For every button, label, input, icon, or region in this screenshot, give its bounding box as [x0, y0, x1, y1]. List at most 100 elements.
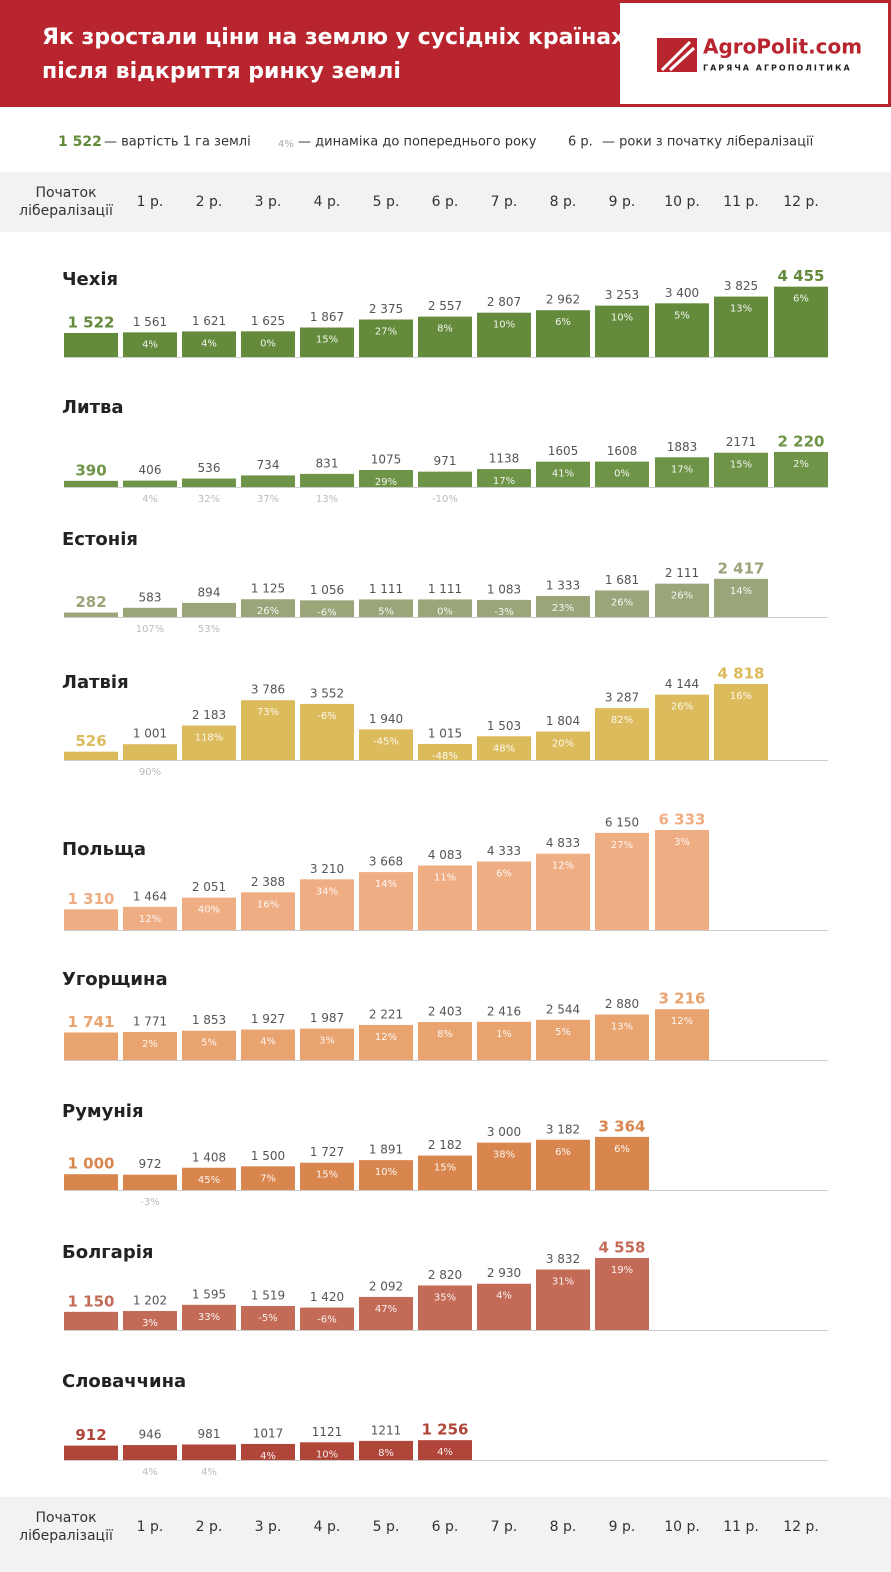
bar [655, 583, 709, 617]
change-label: 13% [730, 304, 752, 315]
change-label: 33% [198, 1312, 220, 1323]
change-label: 8% [437, 324, 453, 335]
value-label: 1 150 [68, 1292, 115, 1310]
bar [774, 451, 828, 487]
bar [182, 602, 236, 617]
value-label: 1 056 [310, 583, 344, 597]
change-label: -3% [140, 1197, 159, 1208]
bar [300, 327, 354, 357]
column-header: 12 р. [783, 1519, 819, 1535]
value-label: 2 416 [487, 1004, 521, 1018]
change-label: 6% [555, 317, 571, 328]
change-label: 7% [260, 1173, 276, 1184]
bar [182, 1030, 236, 1060]
bar [123, 1311, 177, 1330]
column-header: 2 р. [196, 1519, 223, 1535]
bar [595, 461, 649, 487]
bar [595, 1258, 649, 1330]
bar [359, 729, 413, 760]
bar [64, 1174, 118, 1190]
change-label: 6% [614, 1144, 630, 1155]
bar [477, 1142, 531, 1190]
change-label: 45% [198, 1175, 220, 1186]
bar [418, 865, 472, 930]
value-label: 1 595 [192, 1287, 226, 1301]
bar [655, 303, 709, 357]
value-label: 3 210 [310, 862, 344, 876]
change-label: 53% [198, 624, 220, 635]
change-label: 40% [198, 905, 220, 916]
legend-text: — роки з початку лібералізації [602, 135, 814, 150]
change-label: -45% [373, 736, 399, 747]
bar [595, 832, 649, 930]
chart-title: Латвія [62, 672, 129, 693]
bar [64, 1032, 118, 1060]
bar [359, 1160, 413, 1190]
value-label: 390 [75, 461, 106, 479]
change-label: 47% [375, 1304, 397, 1315]
value-label: 971 [434, 454, 457, 468]
bar [64, 1445, 118, 1460]
value-label: 734 [257, 458, 280, 472]
value-label: 1 625 [251, 314, 285, 328]
value-label: 1138 [489, 452, 520, 466]
change-label: 0% [614, 469, 630, 480]
bar [418, 316, 472, 357]
value-label: 3 552 [310, 686, 344, 700]
bar [359, 1296, 413, 1330]
value-label: 1 804 [546, 714, 580, 728]
column-header: 8 р. [550, 194, 577, 210]
value-label: 4 833 [546, 836, 580, 850]
column-header: 4 р. [314, 1519, 341, 1535]
value-label: 3 287 [605, 691, 639, 705]
column-header: 1 р. [137, 1519, 164, 1535]
change-label: 16% [257, 899, 279, 910]
value-label: 2 220 [778, 432, 825, 450]
bar [182, 1167, 236, 1190]
bar [241, 1306, 295, 1330]
value-label: 894 [198, 585, 221, 599]
change-label: -10% [432, 494, 458, 505]
change-label: 13% [611, 1022, 633, 1033]
column-header: 2 р. [196, 194, 223, 210]
bar [418, 743, 472, 760]
change-label: 82% [611, 715, 633, 726]
value-label: 3 832 [546, 1252, 580, 1266]
column-header: 7 р. [491, 1519, 518, 1535]
value-label: 2 375 [369, 302, 403, 316]
value-label: 1 867 [310, 310, 344, 324]
bar [359, 1440, 413, 1460]
bar [359, 599, 413, 617]
change-label: -6% [317, 1315, 336, 1326]
value-label: 1 111 [428, 582, 462, 596]
value-label: 1 741 [68, 1013, 115, 1031]
change-label: 17% [671, 464, 693, 475]
value-label: 1605 [548, 444, 579, 458]
value-label: 2 111 [665, 566, 699, 580]
bar [241, 700, 295, 760]
change-label: 29% [375, 477, 397, 488]
value-label: 1 083 [487, 582, 521, 596]
bar [182, 1304, 236, 1330]
value-label: 1 310 [68, 890, 115, 908]
value-label: 1 111 [369, 582, 403, 596]
value-label: 1 771 [133, 1015, 167, 1029]
bar [359, 872, 413, 930]
value-label: 3 668 [369, 855, 403, 869]
bar [714, 452, 768, 487]
bar [359, 319, 413, 357]
bar [300, 1162, 354, 1190]
bar [536, 310, 590, 357]
change-label: 8% [378, 1448, 394, 1459]
change-label: 2% [142, 1039, 158, 1050]
value-label: 1075 [371, 453, 402, 467]
change-label: 38% [493, 1150, 515, 1161]
value-label: 1 420 [310, 1290, 344, 1304]
bar [64, 612, 118, 617]
legend-sample: 1 522 [58, 134, 102, 150]
chart-title: Угорщина [62, 969, 168, 990]
change-label: 4% [260, 1451, 276, 1462]
bar [418, 1022, 472, 1060]
change-label: 4% [201, 1467, 217, 1478]
title-line: Як зростали ціни на землю у сусідніх кра… [42, 25, 625, 50]
